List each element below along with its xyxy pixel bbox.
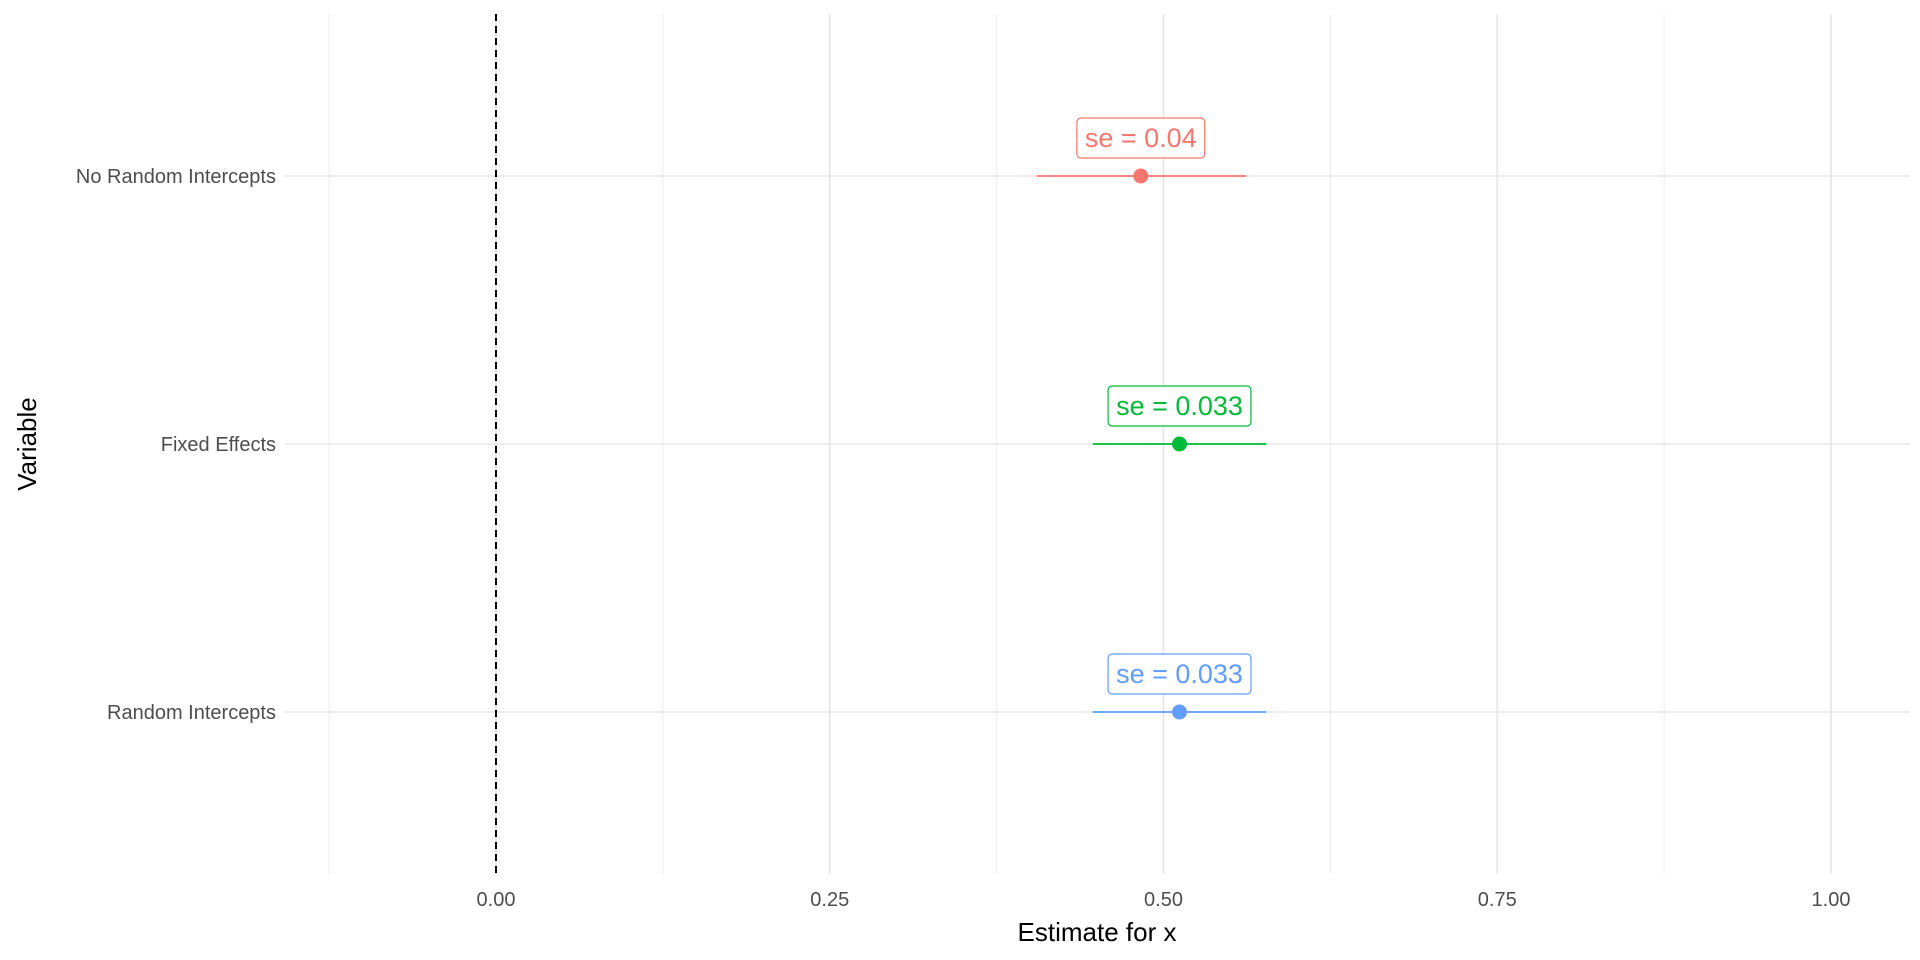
x-tick-label: 1.00: [1812, 889, 1851, 911]
se-label-box: [1107, 385, 1252, 427]
y-tick-label: Fixed Effects: [161, 434, 276, 456]
se-label: se = 0.033: [1116, 659, 1243, 689]
se-label-box: [1107, 653, 1252, 695]
estimate-point: [1172, 704, 1188, 720]
x-tick-label: 0.75: [1478, 889, 1517, 911]
y-tick-label: Random Intercepts: [107, 702, 276, 724]
x-axis-title: Estimate for x: [1018, 917, 1177, 947]
estimate-point: [1133, 168, 1149, 184]
estimate-point: [1172, 436, 1188, 452]
se-label-box: [1076, 117, 1206, 159]
se-label: se = 0.04: [1085, 123, 1197, 153]
y-tick-label: No Random Intercepts: [76, 166, 276, 188]
x-tick-label: 0.50: [1144, 889, 1183, 911]
x-tick-label: 0.00: [477, 889, 516, 911]
tick-labels-layer: 0.00 0.25 0.50 0.75 1.00 No Random Intercepts…: [76, 166, 1851, 911]
x-tick-label: 0.25: [810, 889, 849, 911]
marks-layer: se = 0.04 se = 0.033 se = 0.033: [1036, 117, 1267, 720]
se-label: se = 0.033: [1116, 391, 1243, 421]
y-axis-title: Variable: [12, 397, 42, 490]
